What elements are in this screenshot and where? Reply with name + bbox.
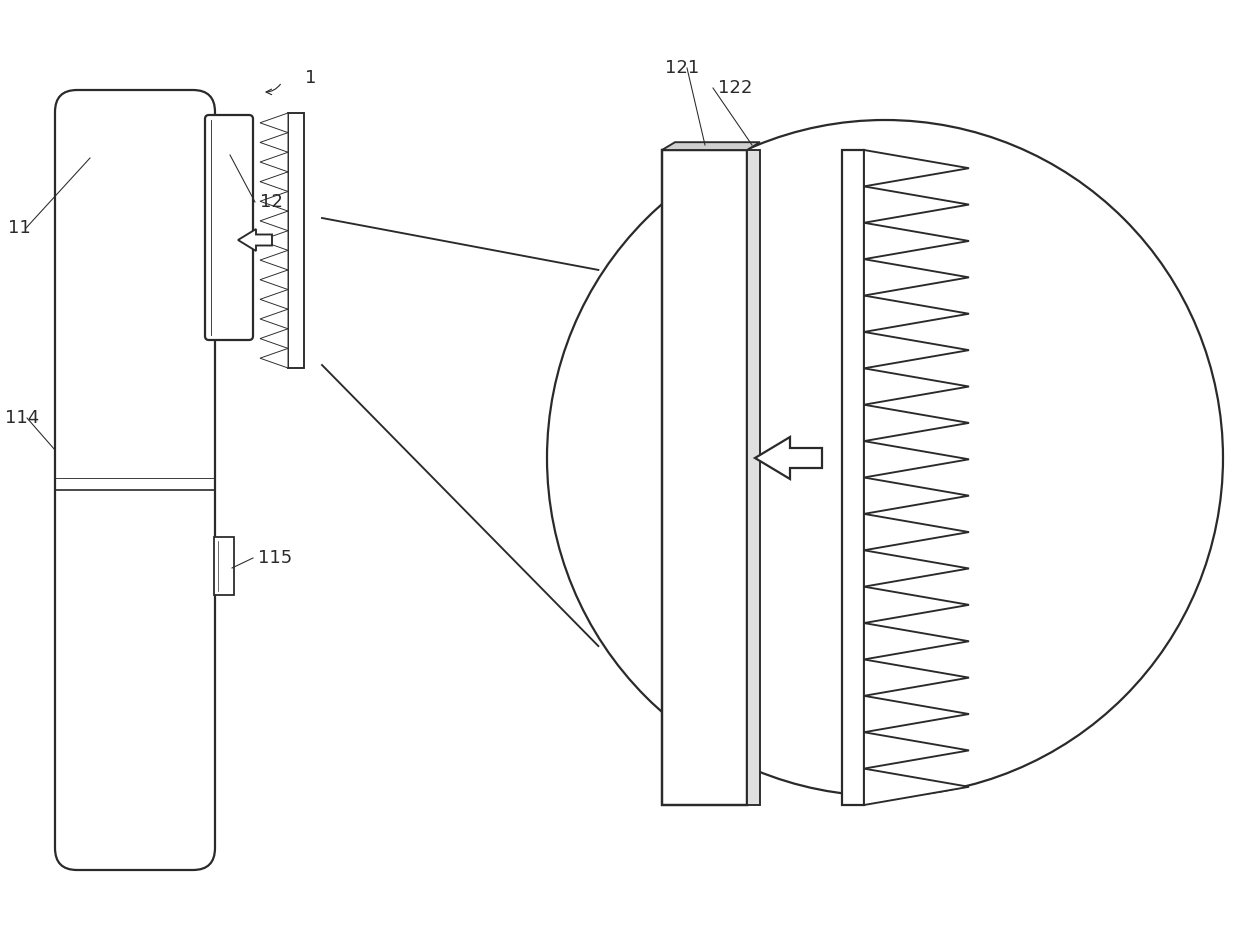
Polygon shape — [260, 152, 288, 172]
Polygon shape — [864, 660, 968, 696]
Polygon shape — [260, 270, 288, 290]
Polygon shape — [864, 441, 968, 478]
Text: 1: 1 — [305, 69, 316, 87]
Polygon shape — [260, 329, 288, 349]
Polygon shape — [864, 732, 968, 769]
Polygon shape — [864, 550, 968, 587]
Polygon shape — [864, 332, 968, 368]
Polygon shape — [864, 295, 968, 332]
Polygon shape — [864, 368, 968, 405]
Text: 122: 122 — [718, 79, 753, 97]
Circle shape — [547, 120, 1223, 796]
Bar — [842, 150, 864, 805]
Polygon shape — [864, 259, 968, 295]
Polygon shape — [864, 769, 968, 805]
Text: 121: 121 — [665, 59, 699, 77]
Polygon shape — [864, 623, 968, 660]
Bar — [662, 150, 746, 805]
Polygon shape — [260, 133, 288, 152]
Text: 11: 11 — [7, 219, 31, 237]
Polygon shape — [864, 587, 968, 623]
Text: 114: 114 — [5, 409, 40, 427]
Polygon shape — [864, 150, 968, 186]
Polygon shape — [238, 229, 272, 251]
Polygon shape — [864, 405, 968, 441]
Polygon shape — [260, 192, 288, 212]
FancyBboxPatch shape — [205, 115, 253, 340]
Polygon shape — [864, 186, 968, 223]
FancyBboxPatch shape — [55, 90, 215, 870]
Polygon shape — [260, 230, 288, 250]
Polygon shape — [864, 478, 968, 514]
Text: 12: 12 — [260, 193, 283, 211]
Bar — [288, 113, 304, 368]
Polygon shape — [864, 514, 968, 550]
Text: 115: 115 — [258, 549, 293, 567]
Polygon shape — [260, 290, 288, 309]
Polygon shape — [260, 212, 288, 230]
Polygon shape — [260, 172, 288, 192]
Bar — [215, 537, 234, 595]
Polygon shape — [260, 250, 288, 270]
Polygon shape — [755, 437, 822, 479]
Polygon shape — [260, 309, 288, 329]
Polygon shape — [662, 142, 760, 150]
Polygon shape — [260, 349, 288, 368]
Polygon shape — [864, 223, 968, 259]
Polygon shape — [260, 113, 288, 133]
Bar — [746, 150, 760, 805]
Polygon shape — [864, 696, 968, 732]
